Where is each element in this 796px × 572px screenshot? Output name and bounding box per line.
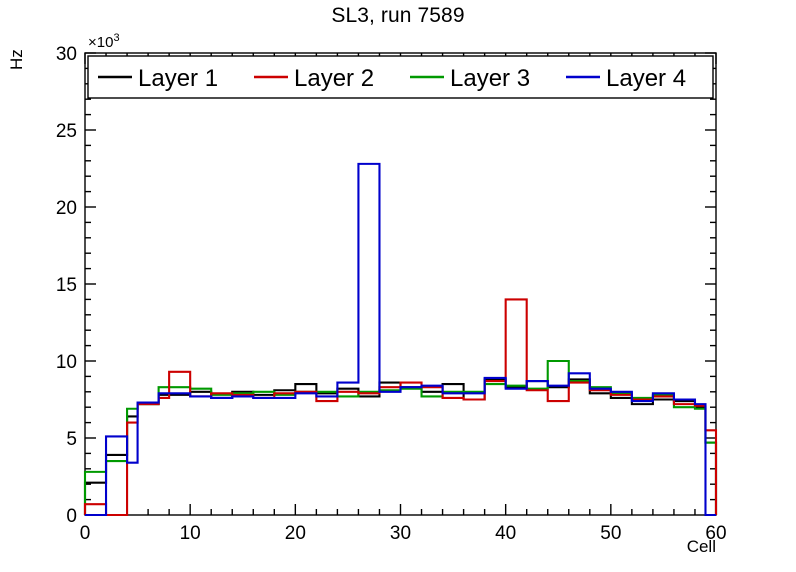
x-tick-label: 60 [705, 523, 726, 544]
x-tick-label: 10 [180, 523, 201, 544]
y-tick-label: 15 [56, 275, 77, 296]
legend-label-3: Layer 3 [450, 65, 530, 92]
data-series-group [83, 162, 718, 517]
x-tick-label: 20 [285, 523, 306, 544]
legend-label-2: Layer 2 [294, 65, 374, 92]
y-tick-label: 10 [56, 352, 77, 373]
legend-label-4: Layer 4 [606, 65, 686, 92]
x-tick-label: 50 [600, 523, 621, 544]
x-axis-title: Cell [687, 537, 716, 556]
y-axis-exponent-base: ×10 [88, 34, 113, 51]
x-tick-label: 40 [495, 523, 516, 544]
y-axis-exponent-power: 3 [113, 32, 119, 44]
y-axis-tick-labels: 0 5 10 15 20 25 30 [56, 44, 77, 527]
series-line-layer-4 [85, 162, 716, 517]
plot-frame [84, 52, 717, 516]
y-tick-label: 25 [56, 121, 77, 142]
y-tick-label: 5 [66, 429, 77, 450]
x-axis-tick-labels: 0 10 20 30 40 50 60 [80, 523, 727, 544]
y-tick-label: 20 [56, 198, 77, 219]
page-title: SL3, run 7589 [331, 4, 465, 27]
y-tick-label: 30 [56, 44, 77, 65]
y-axis-exponent: ×103 [88, 32, 120, 51]
y-axis-title: Hz [7, 49, 26, 70]
x-tick-label: 0 [80, 523, 91, 544]
x-tick-label: 30 [390, 523, 411, 544]
y-tick-label: 0 [66, 506, 77, 527]
legend: Layer 1 Layer 2 Layer 3 Layer 4 [87, 55, 714, 99]
legend-box [87, 55, 714, 99]
legend-label-1: Layer 1 [138, 65, 218, 92]
series-line-layer-2 [83, 298, 718, 517]
